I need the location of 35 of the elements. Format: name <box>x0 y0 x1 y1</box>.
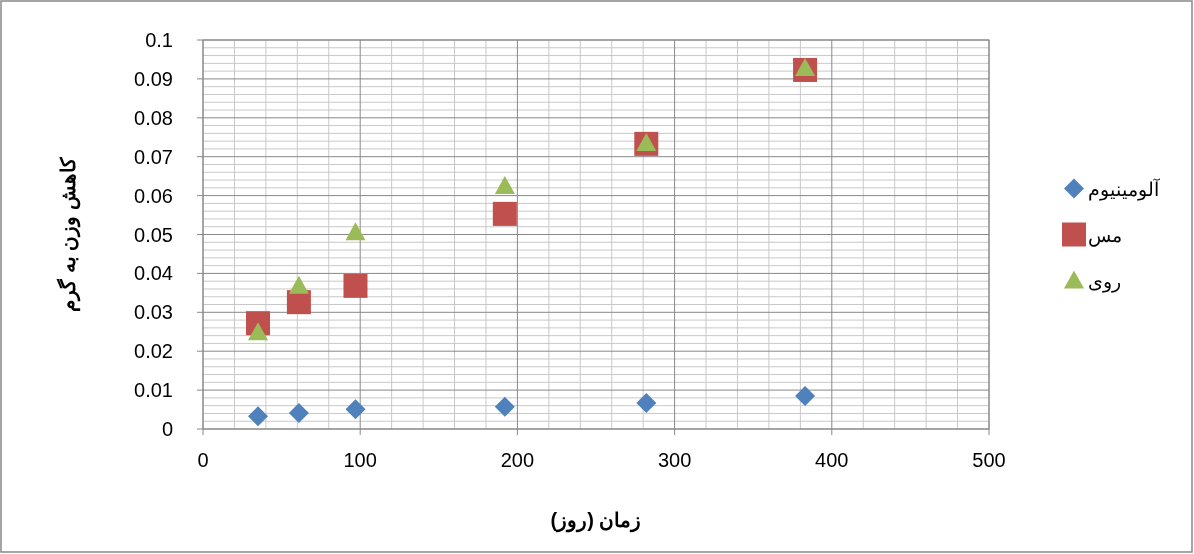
legend-label: آلومینیوم <box>1088 177 1160 201</box>
point <box>345 222 366 241</box>
point <box>288 275 309 294</box>
point <box>343 273 368 298</box>
point <box>494 396 515 417</box>
point <box>636 392 657 413</box>
point <box>288 403 309 424</box>
x-tick-label: 100 <box>343 449 377 471</box>
x-tick-label: 400 <box>815 449 849 471</box>
x-tick-label: 200 <box>500 449 535 471</box>
point <box>248 322 269 341</box>
point <box>248 406 269 427</box>
y-tick-label: 0 <box>161 418 173 440</box>
x-tick-label: 300 <box>657 449 692 471</box>
y-axis-title: کاهش وزن به گرم <box>56 157 81 312</box>
x-axis-title: زمان (روز) <box>550 509 642 533</box>
y-tick-label: 0.05 <box>134 223 173 246</box>
y-tick-label: 0.07 <box>134 145 173 168</box>
y-tick-label: 0.03 <box>134 301 173 324</box>
y-tick-label: 0.09 <box>134 67 173 90</box>
y-tick-label: 0.04 <box>134 262 173 285</box>
legend-label: مس <box>1088 224 1122 247</box>
point <box>795 385 816 406</box>
point <box>345 399 366 420</box>
point <box>492 201 517 226</box>
y-tick-label: 0.01 <box>134 379 173 402</box>
legend-label: روی <box>1088 270 1121 293</box>
y-tick-label: 0.02 <box>134 340 173 363</box>
x-tick-label: 0 <box>197 449 209 471</box>
y-tick-label: 0.08 <box>134 106 173 129</box>
y-tick-label: 0.06 <box>134 184 173 207</box>
x-tick-label: 500 <box>972 449 1006 471</box>
point <box>494 175 515 194</box>
y-tick-label: 0.1 <box>145 29 173 51</box>
point <box>795 58 816 77</box>
